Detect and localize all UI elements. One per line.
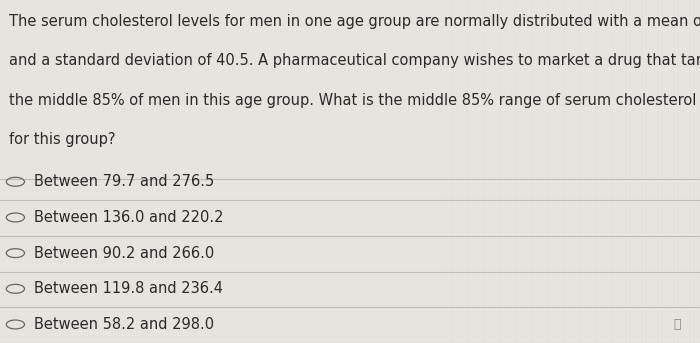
Text: and a standard deviation of 40.5. A pharmaceutical company wishes to market a dr: and a standard deviation of 40.5. A phar…	[9, 53, 700, 68]
Text: Between 58.2 and 298.0: Between 58.2 and 298.0	[34, 317, 214, 332]
Text: Between 119.8 and 236.4: Between 119.8 and 236.4	[34, 281, 223, 296]
Text: for this group?: for this group?	[9, 132, 115, 147]
Text: Between 90.2 and 266.0: Between 90.2 and 266.0	[34, 246, 214, 261]
Text: Between 79.7 and 276.5: Between 79.7 and 276.5	[34, 174, 214, 189]
Text: Between 136.0 and 220.2: Between 136.0 and 220.2	[34, 210, 223, 225]
Text: The serum cholesterol levels for men in one age group are normally distributed w: The serum cholesterol levels for men in …	[9, 14, 700, 29]
Text: the middle 85% of men in this age group. What is the middle 85% range of serum c: the middle 85% of men in this age group.…	[9, 93, 700, 108]
Text: 👌: 👌	[673, 318, 681, 331]
